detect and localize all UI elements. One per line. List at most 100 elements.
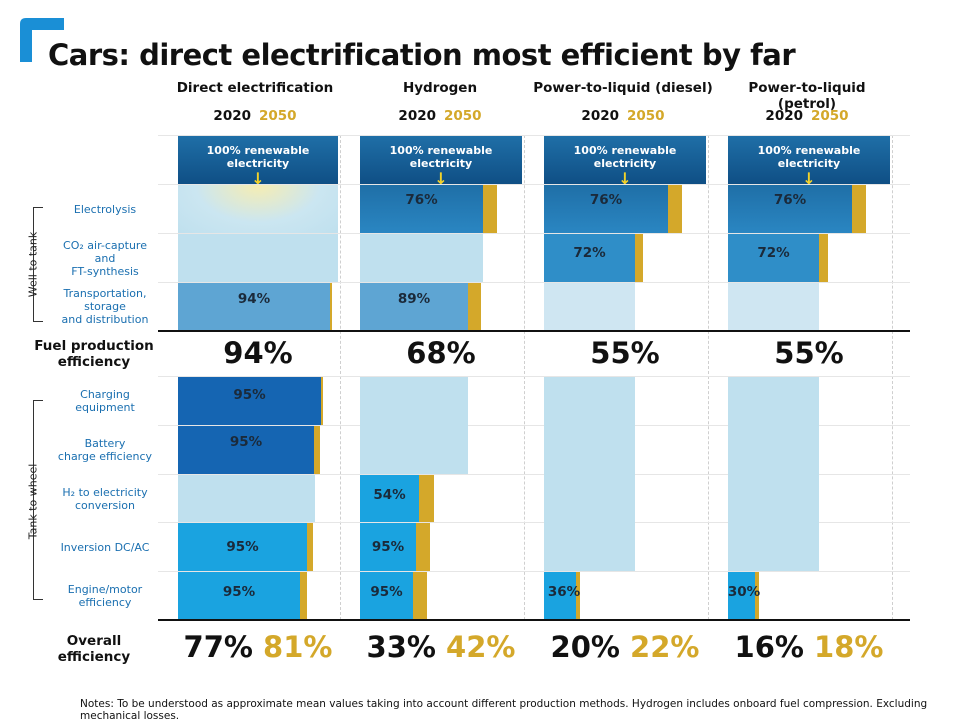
- year-labels-ptl-diesel: 2020 2050: [533, 108, 713, 124]
- overall-direct: 77% 81%: [168, 630, 348, 664]
- overall-2050-value: 22%: [630, 630, 700, 664]
- row-label-text: efficiency: [57, 354, 131, 370]
- year-2020: 2020: [581, 108, 619, 124]
- pct-ptl-diesel-electrolysis: 76%: [589, 192, 623, 208]
- row-label-transport: Transportation, storage and distribution: [55, 283, 155, 330]
- pct-hydrogen-transport: 89%: [397, 291, 431, 307]
- pale-cell: [728, 377, 819, 571]
- bar-hydrogen-engine: [360, 572, 413, 619]
- overall-2050-value: 18%: [814, 630, 884, 664]
- bar-2050-extension: [635, 234, 643, 282]
- column-separator: [524, 135, 525, 620]
- year-2020: 2020: [398, 108, 436, 124]
- bar-direct-engine: [178, 572, 300, 619]
- renewable-banner-ptl-petrol: 100% renewable electricity ↓: [728, 136, 890, 187]
- bar-2050-extension: [483, 185, 497, 233]
- bar-ptl-petrol-co2: [728, 234, 819, 282]
- pct-ptl-petrol-engine: 30%: [727, 584, 761, 600]
- row-label-text: equipment: [75, 401, 135, 414]
- year-2050: 2050: [811, 108, 849, 124]
- column-separator: [892, 135, 893, 620]
- section-divider: [158, 330, 910, 332]
- row-label-text: Battery: [84, 437, 126, 450]
- bracket-tick: [33, 599, 43, 600]
- row-separator: [158, 233, 910, 234]
- bar-2050-extension: [468, 283, 481, 330]
- bar-hydrogen-transport: [360, 283, 468, 330]
- brand-logo-icon: [20, 18, 64, 62]
- year-labels-direct: 2020 2050: [165, 108, 345, 124]
- bar-2050-extension: [668, 185, 682, 233]
- row-label-inversion: Inversion DC/AC: [55, 523, 155, 571]
- row-label-text: CO₂ air-capture and: [63, 238, 147, 265]
- bar-ptl-petrol-engine: [728, 572, 755, 619]
- pct-ptl-petrol-co2: 72%: [757, 245, 790, 261]
- bar-2050-extension: [819, 234, 828, 282]
- pct-ptl-diesel-engine: 36%: [547, 584, 581, 600]
- banner-text: 100% renewable electricity: [573, 144, 677, 170]
- pct-direct-battery: 95%: [229, 434, 263, 450]
- overall-ptl-petrol: 16% 18%: [719, 630, 899, 664]
- row-label-fuel-production: Fuel production efficiency: [30, 332, 158, 376]
- down-arrow-icon: ↓: [251, 169, 265, 188]
- pct-ptl-diesel-co2: 72%: [573, 245, 606, 261]
- banner-text: 100% renewable electricity: [389, 144, 493, 170]
- bar-ptl-diesel-co2: [544, 234, 635, 282]
- row-label-text: Engine/motor: [67, 582, 143, 596]
- row-separator: [158, 474, 910, 475]
- well-to-tank-bracket: [33, 207, 34, 322]
- row-separator: [158, 571, 910, 572]
- pct-direct-charging: 95%: [233, 387, 266, 403]
- pale-cell: [178, 475, 315, 522]
- column-header-ptl-diesel: Power-to-liquid (diesel): [533, 80, 713, 96]
- row-label-text: FT-synthesis: [71, 264, 139, 278]
- pct-hydrogen-inversion: 95%: [371, 539, 405, 555]
- row-separator: [158, 282, 910, 283]
- pale-cell: [178, 234, 338, 282]
- pale-cell: [544, 283, 635, 330]
- bar-2050-extension: [755, 572, 759, 619]
- year-2020: 2020: [765, 108, 803, 124]
- year-2020: 2020: [213, 108, 251, 124]
- column-header-ptl-petrol: Power-to-liquid (petrol): [748, 80, 866, 112]
- overall-2020-value: 20%: [550, 630, 620, 664]
- row-label-text: Fuel production: [34, 338, 154, 354]
- banner-text: 100% renewable electricity: [757, 144, 861, 170]
- row-label-text: efficiency: [78, 595, 132, 609]
- pct-hydrogen-electrolysis: 76%: [405, 192, 438, 208]
- column-separator: [340, 135, 341, 620]
- bar-2050-extension: [416, 523, 430, 571]
- pct-direct-inversion: 95%: [226, 539, 259, 555]
- tank-to-wheel-bracket: [33, 400, 34, 600]
- bar-2050-extension: [852, 185, 866, 233]
- overall-ptl-diesel: 20% 22%: [535, 630, 715, 664]
- overall-2020-value: 33%: [366, 630, 436, 664]
- pale-cell: [178, 185, 338, 233]
- down-arrow-icon: ↓: [618, 169, 632, 188]
- pale-cell: [360, 234, 483, 282]
- fuel-production-ptl-petrol: 55%: [774, 336, 844, 370]
- tank-to-wheel-label: Tank to wheel: [26, 463, 40, 540]
- year-2050: 2050: [259, 108, 297, 124]
- banner-text: 100% renewable electricity: [206, 144, 310, 170]
- bar-2050-extension: [413, 572, 427, 619]
- bracket-tick: [33, 400, 43, 401]
- bar-2050-extension: [576, 572, 580, 619]
- pale-cell: [728, 283, 819, 330]
- bar-2050-extension: [330, 283, 332, 330]
- renewable-banner-hydrogen: 100% renewable electricity ↓: [360, 136, 522, 187]
- chart-title: Cars: direct electrification most effici…: [48, 38, 796, 72]
- row-label-battery: Battery charge efficiency: [55, 426, 155, 474]
- year-labels-ptl-petrol: 2020 2050: [717, 108, 897, 124]
- row-label-electrolysis: Electrolysis: [55, 185, 155, 233]
- row-separator: [158, 425, 910, 426]
- row-separator: [158, 522, 910, 523]
- row-label-text: Transportation,: [63, 287, 147, 300]
- bar-direct-battery: [178, 426, 314, 474]
- fuel-production-direct: 94%: [223, 336, 293, 370]
- overall-2050-value: 42%: [446, 630, 516, 664]
- row-label-co2: CO₂ air-capture and FT-synthesis: [55, 234, 155, 282]
- pct-direct-transport: 94%: [237, 291, 271, 307]
- row-separator: [158, 376, 910, 377]
- bar-direct-inversion: [178, 523, 307, 571]
